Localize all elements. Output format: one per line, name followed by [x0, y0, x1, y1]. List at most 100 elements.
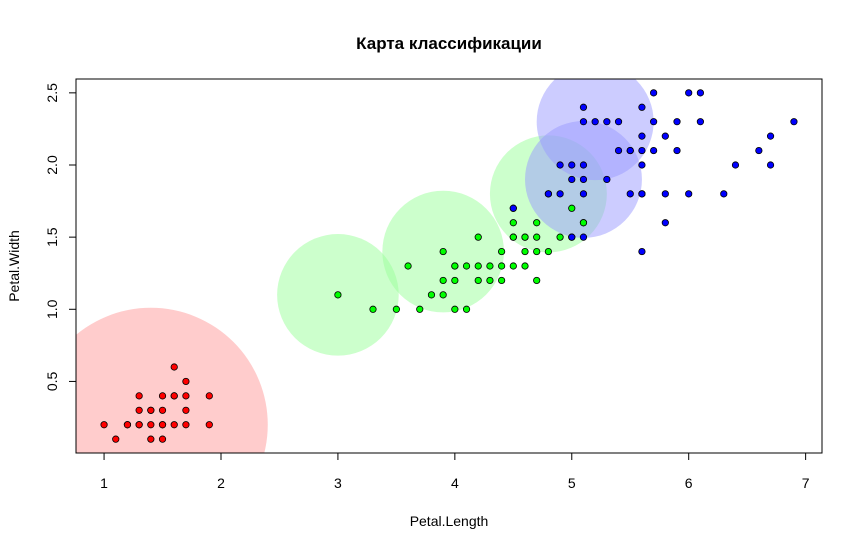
point-s1-20 [498, 247, 506, 256]
class-regions [76, 79, 654, 453]
x-tick-label-1: 2 [217, 475, 225, 491]
point-s1-29 [521, 247, 529, 256]
point-s0-16 [158, 421, 167, 429]
y-axis: 0.5 1.0 1.5 2.0 2.5 [44, 83, 77, 391]
point-s2-41 [790, 118, 798, 126]
point-s2-6 [568, 175, 576, 184]
point-s2-0 [509, 204, 517, 212]
point-s1-23 [509, 219, 517, 227]
point-s1-2 [392, 305, 400, 313]
point-s2-38 [755, 146, 763, 155]
point-s0-23 [182, 421, 190, 429]
point-s1-17 [474, 276, 482, 285]
y-axis-label: Petal.Width [6, 230, 22, 302]
point-s1-14 [462, 305, 471, 313]
y-tick-label-2: 1.5 [44, 227, 60, 247]
x-tick-label-0: 1 [100, 475, 108, 491]
point-s0-7 [135, 421, 143, 429]
point-s0-15 [158, 435, 167, 443]
point-s0-22 [182, 406, 190, 414]
x-axis-label: Petal.Length [410, 513, 489, 529]
point-s0-12 [158, 392, 167, 400]
point-s2-4 [568, 161, 576, 169]
point-s1-39 [568, 204, 576, 212]
point-s2-36 [720, 190, 728, 198]
point-s0-0 [100, 421, 108, 429]
point-s1-19 [486, 276, 494, 285]
point-s2-43 [661, 219, 669, 227]
point-s2-2 [556, 190, 564, 198]
point-s1-5 [427, 291, 436, 299]
point-s1-35 [533, 233, 541, 241]
point-s2-5 [568, 233, 576, 241]
point-s2-42 [638, 190, 646, 198]
point-s1-27 [509, 233, 517, 241]
point-s2-11 [579, 190, 588, 198]
x-tick-label-6: 7 [802, 475, 810, 491]
point-s0-21 [182, 377, 190, 386]
point-s1-8 [439, 291, 447, 299]
point-s1-37 [544, 247, 552, 256]
point-s2-28 [661, 132, 669, 140]
x-tick-label-5: 6 [685, 475, 693, 491]
point-s2-3 [556, 161, 564, 169]
point-s1-42 [579, 219, 588, 227]
point-s1-7 [439, 276, 447, 285]
point-s1-1 [369, 305, 377, 313]
point-s2-9 [579, 175, 588, 184]
point-s0-13 [158, 406, 167, 414]
point-s2-25 [650, 89, 658, 97]
point-s2-40 [766, 161, 775, 169]
point-s2-10 [579, 118, 588, 126]
point-s1-4 [416, 305, 424, 313]
point-s2-20 [638, 103, 646, 111]
point-s0-24 [182, 392, 190, 400]
point-s0-25 [205, 392, 213, 400]
chart-title: Карта классификации [356, 34, 542, 53]
y-tick-label-0: 0.5 [44, 371, 60, 391]
point-s0-1 [112, 435, 120, 443]
point-s1-32 [533, 219, 541, 227]
point-s1-11 [451, 305, 459, 313]
x-tick-label-3: 4 [451, 475, 459, 491]
point-s2-8 [579, 161, 588, 169]
point-s1-22 [498, 276, 506, 285]
point-s2-27 [650, 146, 658, 155]
point-s0-5 [135, 406, 143, 414]
point-s0-9 [147, 421, 155, 429]
point-s0-17 [170, 363, 178, 371]
point-s0-11 [147, 406, 155, 414]
point-s0-20 [170, 392, 178, 400]
point-s2-17 [614, 118, 623, 126]
y-tick-label-3: 2.0 [44, 155, 60, 175]
x-tick-label-4: 5 [568, 475, 576, 491]
point-s0-4 [135, 392, 143, 400]
x-tick-label-2: 3 [334, 475, 342, 491]
point-s1-30 [521, 262, 529, 270]
point-s1-15 [474, 233, 482, 241]
point-s2-39 [766, 132, 775, 140]
point-s0-26 [205, 421, 213, 429]
point-s2-45 [626, 146, 634, 155]
point-s2-15 [603, 175, 611, 184]
point-s2-31 [673, 146, 681, 155]
point-s2-35 [696, 118, 704, 126]
region-circle-0 [76, 307, 268, 453]
point-s2-26 [650, 118, 658, 126]
point-s1-13 [462, 262, 471, 270]
point-s1-6 [439, 247, 447, 256]
point-s2-1 [544, 190, 552, 198]
point-s1-31 [521, 233, 529, 241]
point-s2-7 [579, 103, 588, 111]
point-s2-34 [696, 89, 704, 97]
point-s1-21 [498, 262, 506, 270]
point-s1-33 [533, 247, 541, 256]
x-axis: 1 2 3 4 5 6 7 [100, 452, 810, 491]
point-s2-33 [685, 190, 693, 198]
y-tick-label-4: 2.5 [44, 83, 60, 103]
point-s2-14 [603, 118, 611, 126]
point-s2-29 [661, 190, 669, 198]
point-s2-30 [673, 118, 681, 126]
point-s1-25 [509, 262, 517, 270]
